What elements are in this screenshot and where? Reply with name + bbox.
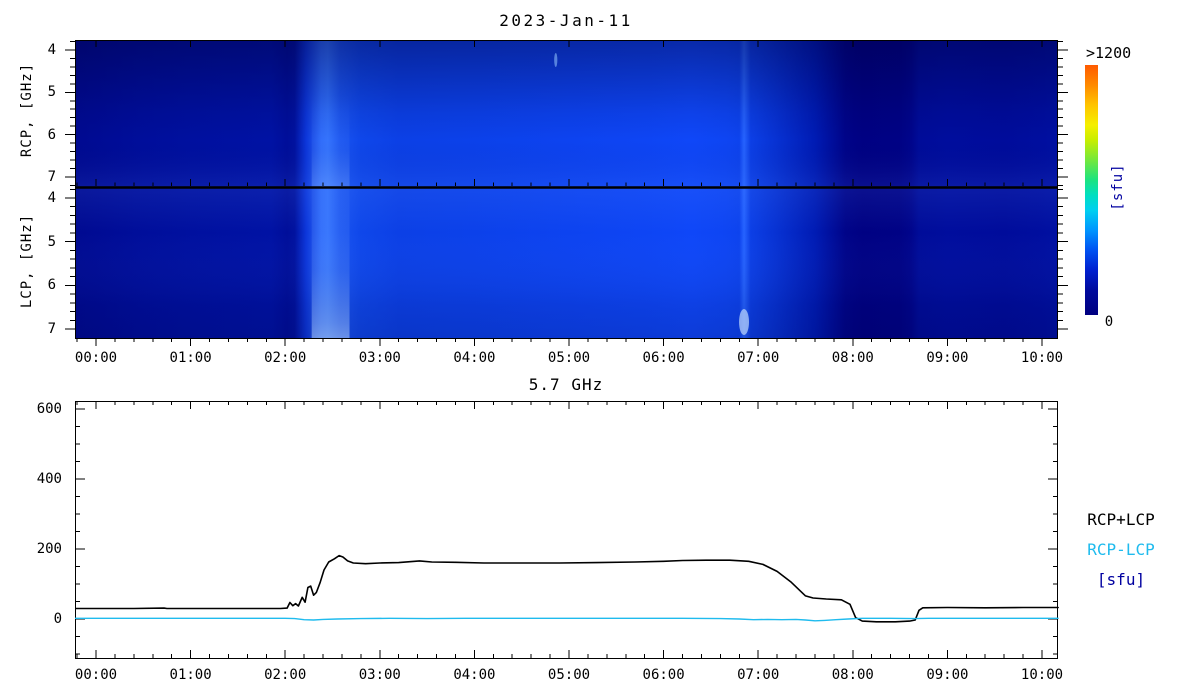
ts-time-tick-label: 01:00	[169, 667, 212, 683]
spec-time-tick-label: 02:00	[264, 350, 307, 366]
timeseries-frame	[75, 401, 1058, 659]
series-rcp-lcp	[75, 554, 1059, 623]
flux-tick-label: 200	[36, 541, 62, 557]
spec-time-tick-label: 03:00	[358, 350, 401, 366]
flux-tick-label: 400	[36, 471, 62, 487]
legend-item-rcp-lcp: RCP+LCP	[1087, 510, 1155, 529]
ts-time-tick-label: 07:00	[737, 667, 780, 683]
lcp-freq-tick-label: 6	[47, 277, 56, 294]
ts-time-tick-label: 03:00	[358, 667, 401, 683]
bright-band-lcp	[311, 187, 350, 338]
bright-point	[554, 53, 558, 67]
lcp-axis-label: LCP, [GHz]	[19, 213, 35, 309]
spec-time-tick-label: 09:00	[926, 350, 969, 366]
ts-time-tick-label: 04:00	[453, 667, 496, 683]
bright-point	[739, 309, 750, 335]
flux-tick-label: 0	[53, 611, 62, 627]
rcp-freq-tick-label: 7	[47, 168, 56, 185]
series-rcp-lcp	[75, 617, 1059, 622]
ts-time-tick-label: 10:00	[1020, 667, 1064, 683]
rcp-freq-tick-label: 5	[47, 84, 56, 101]
legend-item-rcp-lcp: RCP-LCP	[1087, 540, 1155, 559]
ts-time-tick-label: 08:00	[831, 667, 874, 683]
timeseries-title: 5.7 GHz	[528, 375, 604, 394]
spec-time-tick-label: 05:00	[547, 350, 591, 366]
colorbar	[1085, 65, 1098, 315]
colorbar-max-label: >1200	[1086, 44, 1132, 62]
lcp-freq-tick-label: 4	[47, 190, 56, 206]
ts-time-tick-label: 02:00	[264, 667, 307, 683]
rcp-axis-label: RCP, [GHz]	[19, 62, 35, 158]
ts-time-tick-label: 06:00	[642, 667, 685, 683]
spec-time-tick-label: 06:00	[642, 350, 685, 366]
flux-tick-label: 600	[36, 401, 62, 417]
rcp-freq-tick-label: 6	[47, 126, 56, 143]
colorbar-min-label: 0	[1104, 314, 1114, 330]
lcp-freq-tick-label: 5	[47, 233, 56, 250]
legend-item--sfu-: [sfu]	[1096, 570, 1146, 589]
spec-time-tick-label: 00:00	[74, 350, 118, 366]
colorbar-unit-label: [sfu]	[1110, 163, 1126, 211]
spec-time-tick-label: 07:00	[737, 350, 780, 366]
spec-time-tick-label: 08:00	[831, 350, 874, 366]
ts-time-tick-label: 00:00	[74, 667, 118, 683]
rcp-freq-tick-label: 4	[47, 42, 56, 58]
ts-time-tick-label: 05:00	[547, 667, 591, 683]
spec-time-tick-label: 01:00	[169, 350, 212, 366]
spec-time-tick-label: 04:00	[453, 350, 496, 366]
lcp-freq-tick-label: 7	[47, 321, 56, 338]
spectrogram-frame	[75, 40, 1058, 339]
spectrogram-title: 2023-Jan-11	[499, 11, 633, 30]
spec-time-tick-label: 10:00	[1020, 350, 1064, 366]
bright-band-rcp	[311, 95, 350, 187]
ts-time-tick-label: 09:00	[926, 667, 969, 683]
